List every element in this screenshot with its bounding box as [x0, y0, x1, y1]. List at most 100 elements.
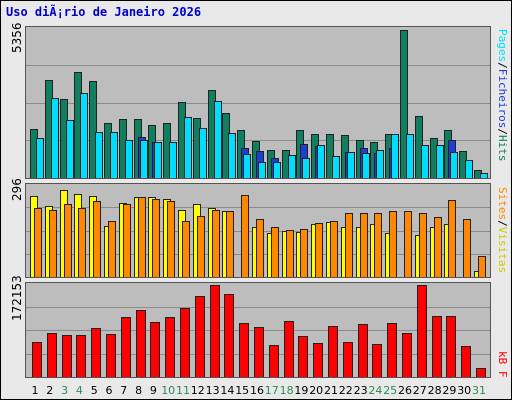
bar-kbf	[372, 344, 383, 377]
bar-sites	[478, 256, 486, 277]
bar-sites	[196, 215, 205, 277]
bar-sites	[404, 211, 412, 277]
x-tick-label: 12	[190, 384, 205, 397]
bar-files	[317, 145, 326, 178]
bar-kbf	[357, 324, 368, 377]
bar-files	[95, 132, 104, 178]
bar-kbf	[431, 316, 442, 377]
legend-files: Ficheiros	[496, 68, 509, 129]
bar-kbf	[313, 342, 324, 377]
x-tick-label: 11	[176, 384, 190, 397]
bar-files	[50, 97, 59, 178]
bar-sites	[137, 196, 146, 277]
bar-kbf	[476, 367, 486, 377]
bar-files	[139, 139, 148, 178]
bar-kbf	[165, 316, 176, 377]
chart-title: Uso diÃ¡rio de Janeiro 2026	[6, 5, 202, 19]
bar-kbf	[461, 346, 472, 377]
bar-hits	[400, 30, 408, 178]
x-tick-label: 2	[46, 384, 54, 397]
bar-files	[391, 133, 400, 178]
x-tick-label: 26	[398, 384, 412, 397]
bar-files	[154, 142, 163, 178]
bar-kbf	[120, 316, 131, 377]
bar-sites	[418, 213, 427, 277]
bar-files	[184, 117, 192, 178]
bar-kbf	[32, 341, 42, 377]
legend-kbf: kB F	[496, 351, 509, 378]
x-tick-label: 1	[31, 384, 39, 397]
bar-sites	[389, 211, 398, 277]
bar-kbf	[402, 333, 412, 377]
x-tick-label: 20	[309, 384, 324, 397]
legend-visits: Visitas	[496, 226, 509, 274]
bar-sites	[93, 200, 102, 277]
bar-sites	[108, 220, 116, 277]
x-tick-label: 13	[205, 384, 220, 397]
bar-files	[110, 132, 118, 178]
bar-hits	[89, 81, 98, 178]
bar-kbf	[180, 307, 190, 377]
gridline	[26, 103, 490, 104]
bar-sites	[285, 230, 294, 277]
x-tick-label: 22	[338, 384, 353, 397]
bar-files	[36, 138, 44, 178]
bar-sites	[63, 204, 72, 277]
x-tick-label: 17	[264, 384, 279, 397]
bar-sites	[463, 219, 472, 277]
x-tick-label: 15	[235, 384, 250, 397]
bar-kbf	[91, 328, 102, 377]
bar-kbf	[209, 285, 220, 377]
visits-sites-panel	[25, 183, 491, 278]
bar-sites	[330, 221, 338, 277]
y-max-label-kbf: 172153	[10, 275, 24, 321]
bar-kbf	[239, 323, 250, 377]
legend-pages: Pages	[496, 29, 509, 63]
bar-sites	[256, 218, 264, 277]
bar-kbf	[135, 309, 146, 377]
hits-files-pages-panel	[25, 26, 491, 179]
x-tick-label: 5	[90, 384, 98, 397]
bar-files	[435, 145, 444, 178]
gridline	[26, 140, 490, 141]
bar-files	[198, 128, 207, 178]
y-max-label-visits: 296	[10, 178, 24, 201]
bar-sites	[374, 212, 383, 277]
bar-kbf	[76, 335, 87, 377]
bar-kbf	[106, 334, 116, 377]
bar-sites	[359, 213, 368, 277]
bar-files	[65, 120, 74, 178]
bar-files	[406, 133, 414, 178]
bar-sites	[315, 222, 324, 277]
bar-sites	[122, 204, 131, 277]
x-tick-label: 29	[442, 384, 457, 397]
bar-kbf	[446, 316, 457, 377]
bar-kbf	[61, 335, 72, 377]
bar-files	[302, 158, 311, 178]
x-tick-label: 16	[250, 384, 264, 397]
bar-sites	[226, 211, 235, 277]
bar-kbf	[298, 335, 309, 377]
y-max-label-hits: 5356	[10, 22, 24, 53]
bar-sites	[448, 200, 457, 277]
bar-kbf	[387, 322, 398, 377]
x-tick-label: 18	[279, 384, 294, 397]
bar-files	[228, 133, 237, 178]
gridline	[26, 65, 490, 66]
bar-sites	[211, 209, 220, 277]
bar-files	[80, 92, 89, 178]
bar-files	[361, 153, 370, 178]
x-tick-label: 3	[61, 384, 69, 397]
bar-files	[124, 140, 133, 178]
bar-sites	[152, 199, 161, 277]
bar-kbf	[150, 321, 161, 377]
bar-sites	[300, 229, 309, 277]
bar-sites	[241, 194, 250, 277]
bar-kbf	[46, 332, 57, 377]
bar-files	[332, 156, 340, 178]
x-tick-label: 14	[220, 384, 235, 397]
bar-files	[465, 160, 474, 178]
bar-files	[346, 152, 355, 178]
x-tick-label: 21	[324, 384, 338, 397]
x-tick-label: 8	[135, 384, 143, 397]
